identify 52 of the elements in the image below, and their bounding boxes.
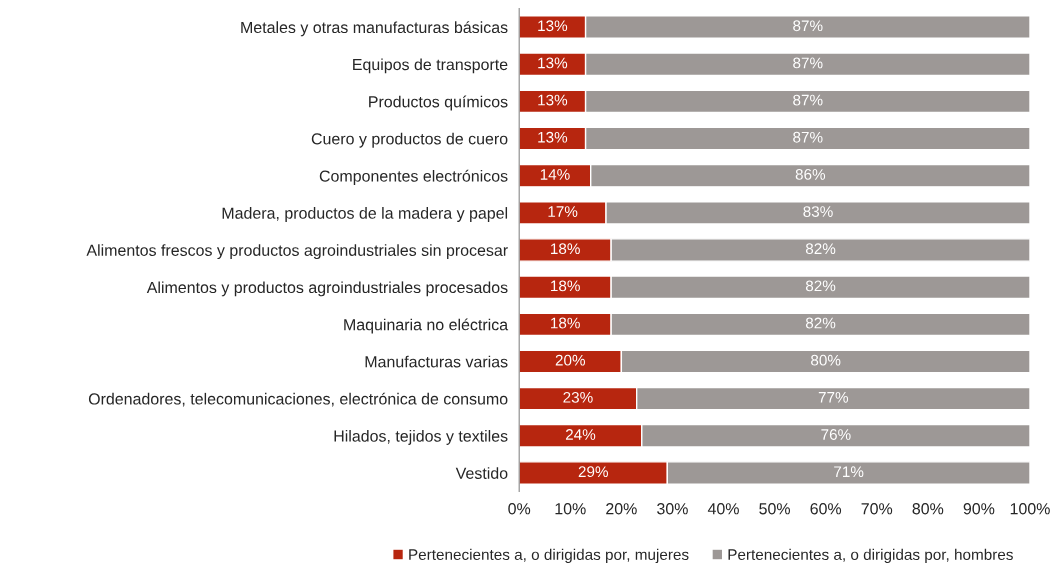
data-label: 14%: [540, 169, 570, 180]
x-tick-label: 10%: [555, 503, 586, 515]
data-label: 13%: [538, 94, 568, 106]
y-tick-label: Cuero y productos de cuero: [311, 132, 508, 148]
x-tick-label: 40%: [707, 503, 739, 515]
legend-label: Pertenecientes a, o dirigidas por, mujeres: [409, 548, 689, 564]
data-label: 20%: [555, 354, 586, 366]
data-label: 24%: [565, 429, 596, 440]
data-label: 13%: [538, 57, 568, 69]
x-tick-label: 90%: [963, 503, 995, 515]
x-tick-label: 70%: [861, 503, 893, 515]
y-tick-label: Hilados, tejidos y textiles: [334, 430, 508, 445]
y-tick-label: Productos químicos: [369, 95, 508, 111]
data-label: 87%: [793, 94, 823, 106]
data-label: 29%: [578, 466, 608, 478]
x-tick-label: 80%: [912, 503, 944, 515]
data-label: 87%: [793, 57, 823, 69]
legend-label: Pertenecientes a, o dirigidas por, hombres: [728, 548, 1013, 564]
y-tick-label: Ordenadores, telecomunicaciones, electrónica de consumo: [88, 392, 508, 407]
x-tick-label: 0%: [508, 503, 531, 515]
x-tick-label: 100%: [1010, 503, 1050, 515]
data-label: 71%: [834, 466, 864, 478]
y-tick-label: Equipos de transporte: [353, 58, 508, 74]
data-label: 13%: [538, 131, 568, 143]
data-label: 18%: [551, 280, 580, 292]
data-label: 83%: [803, 206, 833, 217]
data-label: 82%: [805, 317, 836, 329]
data-label: 18%: [551, 243, 580, 255]
data-label: 82%: [805, 280, 836, 292]
data-label: 17%: [548, 206, 578, 217]
x-tick-label: 50%: [759, 503, 790, 515]
x-tick-label: 30%: [657, 503, 688, 515]
y-tick-label: Maquinaria no eléctrica: [344, 318, 509, 334]
y-tick-label: Manufacturas varias: [365, 355, 508, 368]
data-label: 82%: [805, 243, 836, 255]
data-label: 87%: [793, 20, 823, 32]
data-label: 86%: [795, 168, 826, 180]
data-label: 23%: [563, 391, 593, 403]
data-label: 13%: [538, 20, 568, 32]
data-label: 77%: [818, 392, 849, 403]
y-tick-label: Componentes electrónicos: [319, 169, 508, 185]
y-tick-label: Alimentos y productos agroindustriales procesados: [146, 281, 508, 297]
x-tick-label: 20%: [606, 503, 637, 515]
y-tick-label: Metales y otras manufacturas básicas: [241, 21, 508, 37]
data-label: 18%: [551, 317, 580, 329]
y-tick-label: Madera, productos de la madera y papel: [222, 207, 508, 222]
data-label: 80%: [811, 354, 841, 366]
y-tick-label: Alimentos frescos y productos agroindustriales sin procesar: [86, 244, 508, 260]
y-tick-label: Vestido: [455, 467, 508, 479]
x-tick-label: 60%: [810, 503, 842, 515]
data-label: 76%: [821, 429, 851, 440]
data-label: 87%: [793, 131, 823, 143]
